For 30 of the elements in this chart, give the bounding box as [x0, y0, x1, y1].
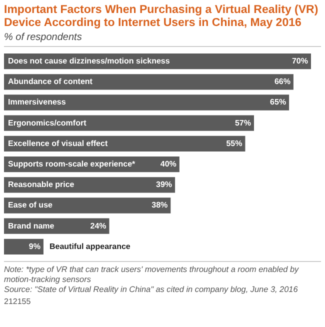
y-tick-label: Ergonomics/comfort: [8, 118, 87, 128]
y-tick-label: Brand name: [8, 221, 55, 230]
data-label: 24%: [90, 221, 106, 230]
bar: [4, 94, 290, 110]
data-label: 55%: [226, 138, 242, 148]
y-tick-label: Does not cause dizziness/motion sickness: [8, 56, 170, 66]
data-label: 39%: [156, 180, 172, 190]
data-label: 38%: [152, 200, 168, 210]
bar: [4, 74, 294, 90]
bar: [4, 238, 44, 255]
y-tick-label: Immersiveness: [8, 98, 66, 107]
y-tick-label: Excellence of visual effect: [8, 138, 108, 148]
y-tick-label: Abundance of content: [8, 77, 93, 86]
y-tick-label: Beautiful appearance: [49, 242, 131, 251]
data-label: 9%: [28, 242, 40, 251]
y-tick-label: Ease of use: [8, 200, 54, 210]
y-tick-label: Supports room-scale experience*: [8, 160, 136, 169]
chart-subtitle: % of respondents: [4, 30, 321, 47]
data-label: 70%: [292, 56, 308, 66]
data-label: 57%: [234, 118, 251, 128]
bar: [4, 115, 254, 131]
bar: [4, 198, 171, 214]
data-label: 65%: [270, 98, 286, 107]
chart-title: Important Factors When Purchasing a Virtual Reality (VR) Device According to Internet Users in China, May 2016: [3, 3, 320, 30]
data-label: 40%: [160, 160, 176, 169]
y-tick-label: Reasonable price: [8, 180, 75, 190]
text: Note: *type of VR that can track users' movements throughout a room enabled by motion-tracking sensors: [4, 265, 300, 285]
data-label: 66%: [274, 77, 290, 86]
text: 212155: [4, 297, 32, 306]
source-note: Source: "State of Virtual Reality in China" as cited in company blog, June 3, 2016: [4, 285, 299, 295]
